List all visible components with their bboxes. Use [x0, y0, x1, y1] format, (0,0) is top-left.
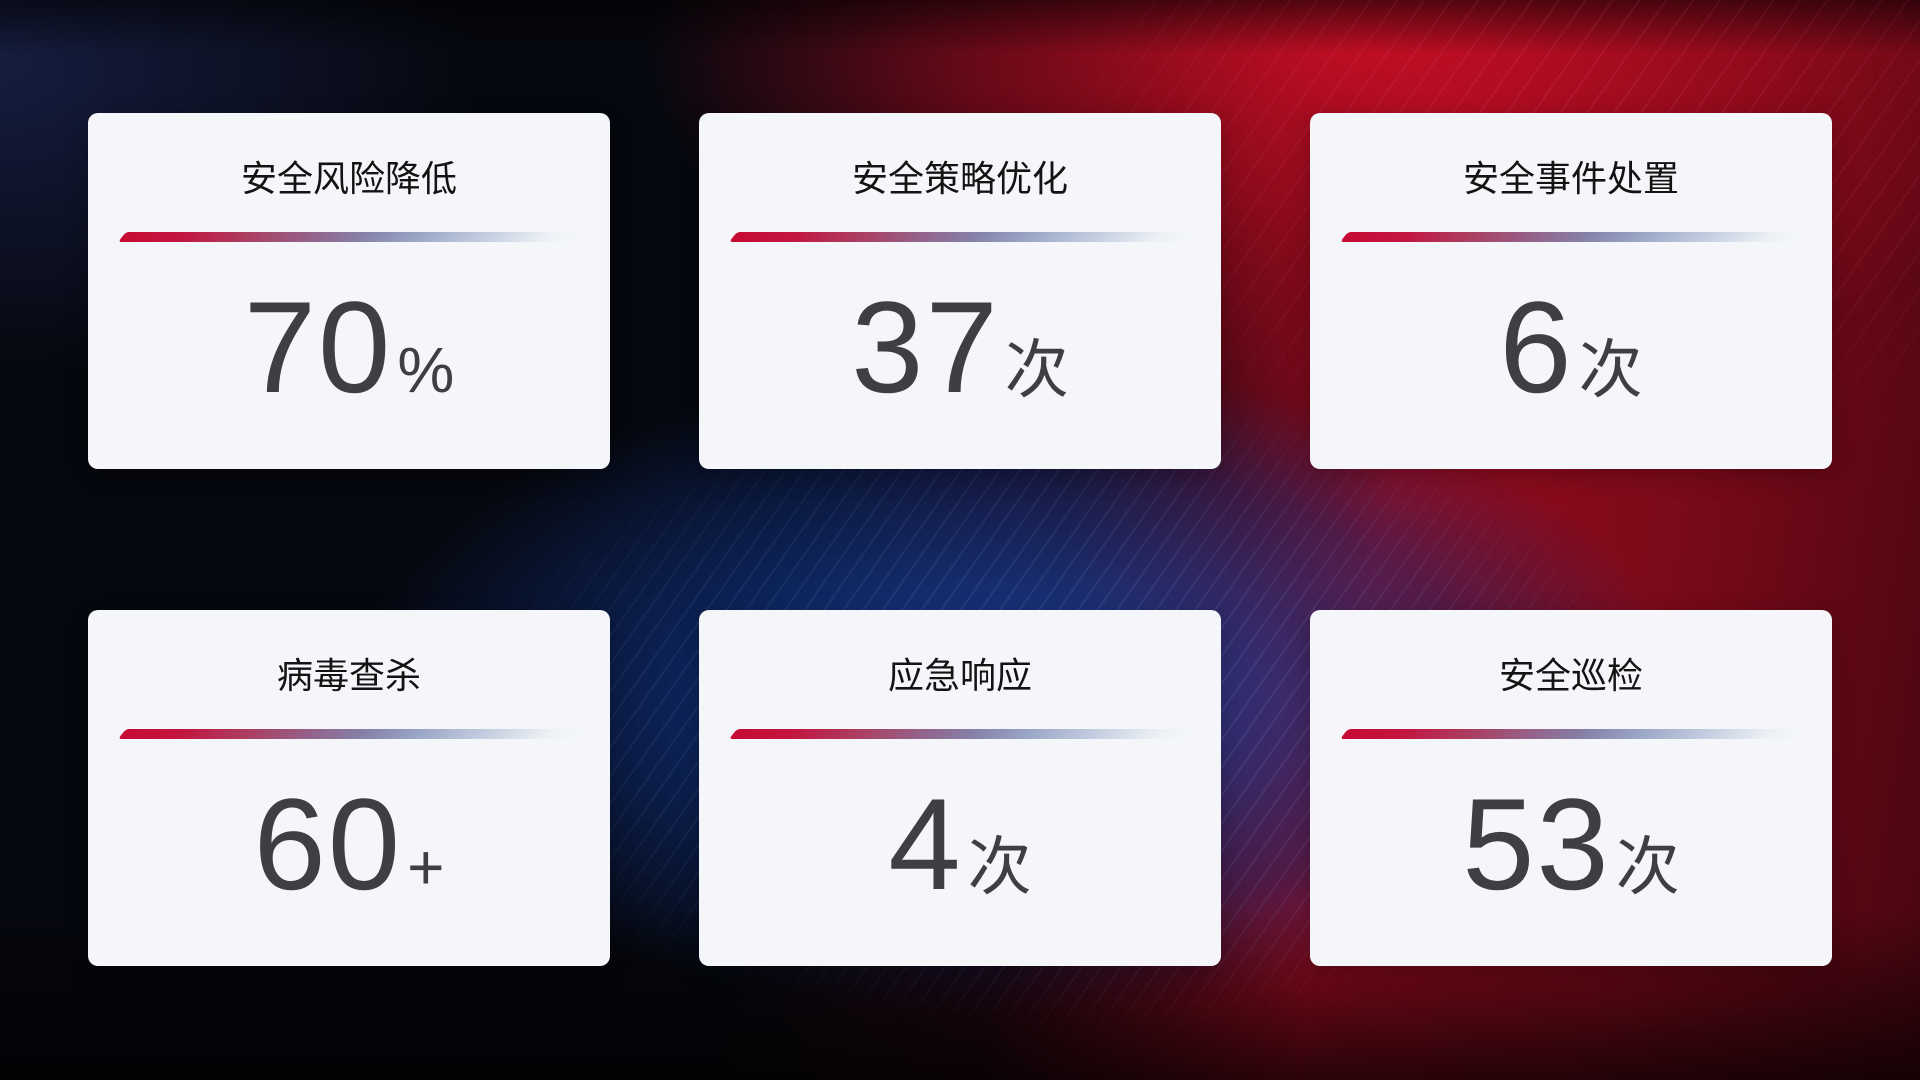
stat-card-emergency-response: 应急响应 4 次: [699, 610, 1221, 966]
card-value-row: 6 次: [1499, 282, 1642, 412]
card-value-row: 53 次: [1462, 779, 1680, 909]
stat-card-policy-optimization: 安全策略优化 37 次: [699, 113, 1221, 469]
gradient-divider: [117, 232, 581, 242]
card-title: 安全策略优化: [851, 158, 1068, 199]
card-value-suffix: 次: [1578, 334, 1643, 406]
stat-card-security-inspection: 安全巡检 53 次: [1310, 610, 1832, 966]
card-value: 6: [1499, 274, 1574, 420]
card-value: 70: [243, 274, 393, 420]
card-value-suffix: 次: [967, 831, 1032, 903]
card-value: 60: [253, 771, 403, 917]
stat-card-risk-reduction: 安全风险降低 70 %: [88, 113, 610, 469]
stat-card-virus-scan: 病毒查杀 60 +: [88, 610, 610, 966]
card-value-row: 4 次: [888, 779, 1031, 909]
stat-card-incident-handling: 安全事件处置 6 次: [1310, 113, 1832, 469]
card-title: 安全事件处置: [1462, 158, 1679, 199]
stat-card-grid: 安全风险降低 70 % 安全策略优化 37 次 安全事件处置 6 次 病毒查: [88, 113, 1832, 966]
card-value-suffix: 次: [1004, 334, 1069, 406]
card-value-row: 70 %: [244, 282, 455, 412]
card-value-suffix: +: [407, 831, 445, 903]
card-value-row: 60 +: [254, 779, 445, 909]
card-value-row: 37 次: [851, 282, 1069, 412]
gradient-divider: [728, 232, 1192, 242]
gradient-divider: [1339, 729, 1803, 739]
card-value-suffix: %: [397, 334, 455, 406]
gradient-divider: [1339, 232, 1803, 242]
card-title: 安全巡检: [1498, 655, 1643, 696]
gradient-divider: [728, 729, 1192, 739]
card-value-suffix: 次: [1615, 831, 1680, 903]
card-value: 37: [851, 274, 1000, 420]
card-title: 安全风险降低: [240, 158, 457, 199]
card-value: 53: [1462, 771, 1611, 917]
card-title: 病毒查杀: [276, 655, 421, 696]
card-value: 4: [888, 771, 963, 917]
gradient-divider: [117, 729, 581, 739]
card-title: 应急响应: [887, 655, 1032, 696]
